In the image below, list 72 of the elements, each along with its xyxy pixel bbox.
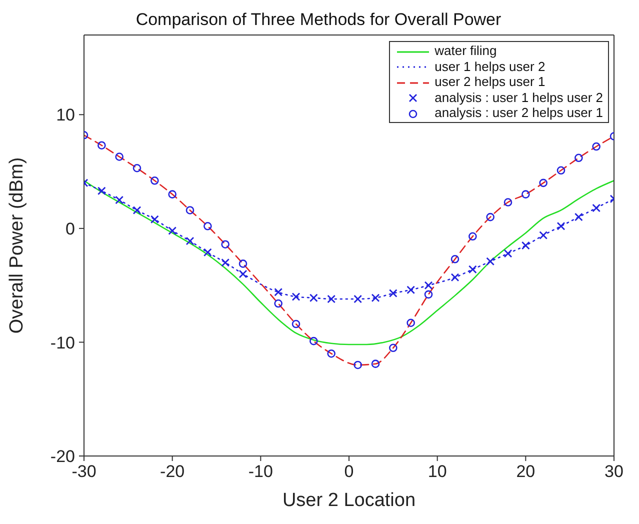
point: [504, 249, 512, 258]
point: [132, 206, 142, 214]
point: [221, 240, 230, 249]
point: [309, 294, 318, 302]
point: [238, 270, 248, 278]
point: [424, 290, 433, 299]
point: [539, 231, 548, 240]
point: [522, 190, 530, 198]
point: [592, 204, 601, 212]
point: [98, 141, 106, 150]
point: [406, 286, 416, 294]
legend-label: water filing: [434, 43, 498, 58]
x-tick-label: 0: [344, 462, 354, 482]
point: [186, 236, 194, 246]
legend-label: analysis : user 1 helps user 2: [434, 90, 603, 105]
y-tick-label: 10: [56, 106, 75, 125]
point: [292, 292, 300, 301]
point: [97, 186, 106, 196]
point: [371, 360, 380, 368]
point: [574, 212, 583, 222]
point: [450, 255, 460, 264]
point: [521, 241, 530, 250]
legend-label: user 1 helps user 2: [434, 58, 546, 74]
x-tick-label: -10: [248, 462, 273, 482]
point: [203, 248, 212, 257]
point: [556, 166, 566, 175]
y-axis-title: Overall Power (dBm): [6, 157, 28, 334]
point: [388, 289, 398, 298]
legend-label: analysis : user 2 helps user 1: [434, 105, 603, 120]
x-tick-label: -20: [160, 462, 185, 482]
point: [292, 320, 300, 328]
point: [186, 206, 194, 214]
line-series: [84, 180, 614, 346]
point: [115, 196, 124, 204]
point: [539, 178, 548, 188]
point: [168, 226, 177, 235]
point: [168, 190, 176, 198]
x-tick-label: 30: [604, 462, 624, 482]
point: [574, 154, 583, 162]
point: [310, 336, 318, 346]
point: [274, 299, 282, 308]
x-tick-label: 10: [428, 462, 447, 482]
point: [150, 215, 159, 224]
x-axis-title: User 2 Location: [282, 490, 416, 511]
point: [115, 152, 124, 161]
point: [486, 212, 494, 222]
point: [132, 164, 142, 172]
point: [468, 265, 477, 274]
point: [221, 258, 230, 267]
point: [504, 198, 512, 206]
chart-title: Comparison of Three Methods for Overall Power: [134, 9, 502, 31]
point: [486, 257, 495, 266]
point: [238, 260, 248, 268]
point: [406, 318, 415, 328]
point: [592, 142, 600, 151]
point: [468, 232, 477, 241]
point: [354, 294, 362, 304]
point: [204, 222, 212, 230]
point: [274, 288, 283, 296]
legend-label: user 2 helps user 1: [434, 74, 546, 90]
point: [389, 344, 398, 352]
y-tick-label: -10: [50, 333, 75, 352]
point: [150, 176, 159, 185]
point: [424, 281, 433, 290]
point: [327, 294, 336, 304]
x-tick-label: 20: [516, 462, 536, 482]
point: [371, 294, 380, 302]
point: [327, 349, 336, 358]
point: [556, 222, 566, 230]
point: [354, 360, 362, 370]
y-tick-label: 0: [66, 219, 75, 238]
point: [450, 273, 460, 282]
